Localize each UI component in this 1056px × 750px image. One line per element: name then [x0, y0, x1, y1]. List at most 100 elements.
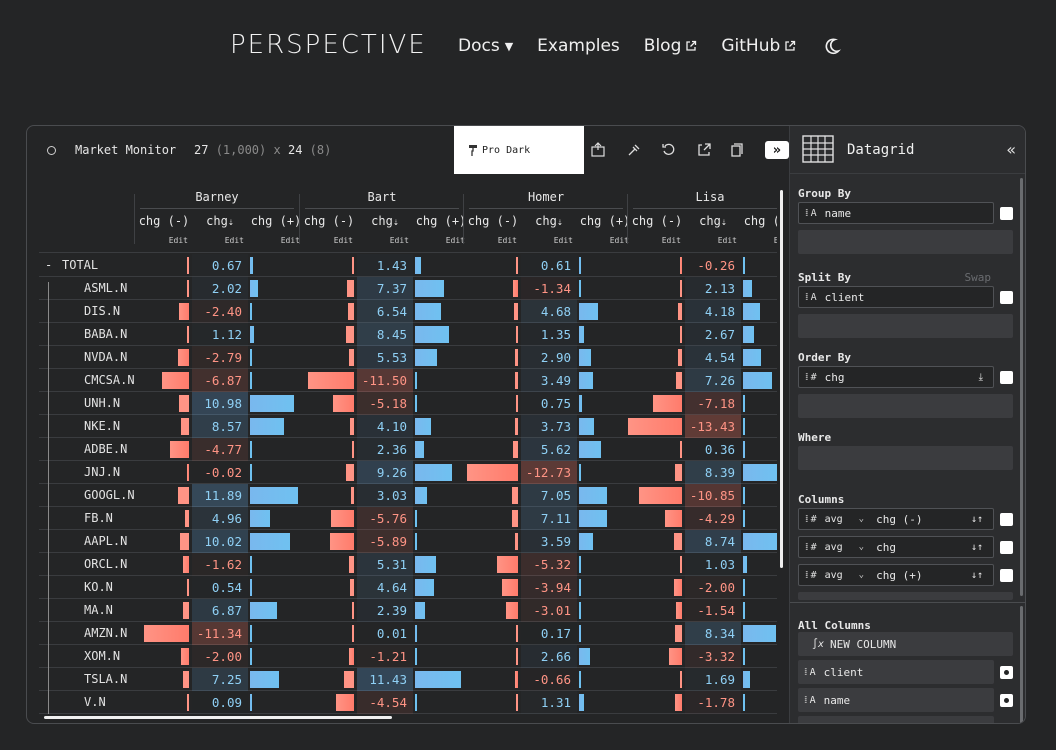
column-header[interactable]: chg⇣ — [371, 214, 399, 228]
split-by-dropzone[interactable] — [798, 314, 1013, 338]
order-by-dropzone[interactable] — [798, 394, 1013, 418]
export-icon[interactable] — [590, 142, 606, 158]
drag-handle-icon[interactable]: ⁞⁞ — [805, 371, 808, 383]
drag-handle-icon[interactable]: ⁞⁞ — [804, 666, 807, 678]
table-row[interactable]: GOOGL.N 11.89 3.03 7.05 -10.85 — [39, 484, 777, 507]
column-header[interactable]: chg (+) — [579, 214, 631, 228]
column-checkbox[interactable] — [1000, 569, 1013, 582]
order-by-pill[interactable]: ⁞⁞ # chg ⤓ — [798, 366, 994, 388]
sort-toggle-icon[interactable]: ↓↑ — [970, 513, 983, 525]
dark-mode-toggle[interactable] — [822, 36, 842, 56]
split-group-header[interactable]: Barney — [195, 190, 239, 204]
vertical-scrollbar[interactable] — [780, 190, 783, 568]
table-row[interactable]: AMZN.N -11.34 0.01 0.17 8.34 — [39, 622, 777, 645]
edit-column-button[interactable]: Edit — [717, 236, 737, 245]
chevron-down-icon[interactable]: ⌄ — [858, 542, 865, 552]
collapse-toggle-icon[interactable]: - — [45, 258, 53, 272]
column-pill[interactable]: ⁞⁞ # avg ⌄ chg ↓↑ — [798, 536, 994, 558]
datagrid[interactable]: Barney chg (-) Edit chg⇣ Edit chg (+) Edit Bart… — [39, 174, 777, 719]
copy-settings-icon[interactable] — [626, 142, 642, 158]
sort-desc-icon[interactable]: ⤓ — [978, 371, 983, 383]
edit-column-button[interactable]: Edit — [609, 236, 629, 245]
nav-blog[interactable]: Blog — [644, 36, 698, 56]
split-by-checkbox[interactable] — [1000, 291, 1013, 304]
table-row[interactable]: KO.N 0.54 4.64 -3.94 -2.00 — [39, 576, 777, 599]
inactive-column-pill[interactable]: ⁞⁞ A name — [798, 688, 994, 712]
close-panel-button[interactable]: « — [1006, 140, 1016, 159]
group-by-pill[interactable]: ⁞⁞ A name — [798, 202, 994, 224]
drag-handle-icon[interactable]: ⁞⁞ — [804, 694, 807, 706]
drag-handle-icon[interactable]: ⁞⁞ — [805, 541, 808, 553]
table-row[interactable]: DIS.N -2.40 6.54 4.68 4.18 — [39, 300, 777, 323]
nav-docs[interactable]: Docs ▼ — [458, 36, 513, 56]
table-row[interactable]: ASML.N 2.02 7.37 -1.34 2.13 — [39, 277, 777, 300]
sort-toggle-icon[interactable]: ↓↑ — [970, 541, 983, 553]
reset-icon[interactable] — [661, 142, 677, 158]
columns-dropzone[interactable] — [798, 592, 1013, 600]
edit-column-button[interactable]: Edit — [168, 236, 188, 245]
table-row[interactable]: JNJ.N -0.02 9.26 -12.73 8.39 — [39, 461, 777, 484]
aggregate-select[interactable]: avg — [824, 541, 843, 553]
edit-column-button[interactable]: Edit — [497, 236, 517, 245]
order-by-checkbox[interactable] — [1000, 371, 1013, 384]
edit-column-button[interactable]: Edit — [389, 236, 409, 245]
drag-handle-icon[interactable]: ⁞⁞ — [805, 569, 808, 581]
perspective-logo[interactable]: PERSPECTIVE — [230, 30, 427, 60]
inactive-column-checkbox[interactable] — [1000, 666, 1013, 679]
table-row[interactable]: BABA.N 1.12 8.45 1.35 2.67 — [39, 323, 777, 346]
table-row[interactable]: TSLA.N 7.25 11.43 -0.66 1.69 — [39, 668, 777, 691]
edit-column-button[interactable]: Edit — [741, 236, 777, 245]
column-pill[interactable]: ⁞⁞ # avg ⌄ chg (-) ↓↑ — [798, 508, 994, 530]
column-checkbox[interactable] — [1000, 541, 1013, 554]
total-row[interactable]: - TOTAL 0.67 1.43 0.61 -0.26 — [39, 254, 777, 277]
toggle-panel-button[interactable]: » — [765, 141, 789, 159]
panel-scrollbar[interactable] — [1020, 178, 1023, 596]
drag-handle-icon[interactable]: ⁞⁞ — [805, 513, 808, 525]
column-header[interactable]: chg⇣ — [699, 214, 727, 228]
split-group-header[interactable]: Bart — [367, 190, 397, 204]
edit-column-button[interactable]: Edit — [445, 236, 465, 245]
table-row[interactable]: AAPL.N 10.02 -5.89 3.59 8.74 — [39, 530, 777, 553]
drag-handle-icon[interactable]: ⁞⁞ — [805, 207, 808, 219]
viewer-title[interactable]: Market Monitor — [75, 143, 177, 157]
nav-github[interactable]: GitHub — [721, 36, 796, 56]
edit-column-button[interactable]: Edit — [333, 236, 353, 245]
chevron-down-icon[interactable]: ⌄ — [858, 570, 865, 580]
inactive-column-checkbox[interactable] — [1000, 694, 1013, 707]
split-by-pill[interactable]: ⁞⁞ A client — [798, 286, 994, 308]
table-row[interactable]: XOM.N -2.00 -1.21 2.66 -3.32 — [39, 645, 777, 668]
table-row[interactable]: NKE.N 8.57 4.10 3.73 -13.43 — [39, 415, 777, 438]
column-header[interactable]: chg (+) — [415, 214, 467, 228]
where-dropzone[interactable] — [798, 446, 1013, 470]
swap-button[interactable]: Swap — [964, 271, 992, 284]
column-header[interactable]: chg (+) — [250, 214, 302, 228]
table-row[interactable]: FB.N 4.96 -5.76 7.11 -4.29 — [39, 507, 777, 530]
datagrid-icon[interactable] — [802, 135, 834, 163]
drag-handle-icon[interactable]: ⁞⁞ — [805, 291, 808, 303]
aggregate-select[interactable]: avg — [824, 569, 843, 581]
aggregate-select[interactable]: avg — [824, 513, 843, 525]
new-column-button[interactable]: ∫x NEW COLUMN — [798, 632, 1013, 656]
table-row[interactable]: MA.N 6.87 2.39 -3.01 -1.54 — [39, 599, 777, 622]
duplicate-icon[interactable] — [729, 142, 745, 158]
column-header[interactable]: chg (-) — [303, 214, 355, 228]
column-pill[interactable]: ⁞⁞ # avg ⌄ chg (+) ↓↑ — [798, 564, 994, 586]
sort-toggle-icon[interactable]: ↓↑ — [970, 569, 983, 581]
column-header[interactable]: chg⇣ — [535, 214, 563, 228]
group-by-checkbox[interactable] — [1000, 207, 1013, 220]
split-group-header[interactable]: Homer — [527, 190, 565, 204]
inactive-column-pill[interactable] — [798, 716, 994, 723]
table-row[interactable]: ORCL.N -1.62 5.31 -5.32 1.03 — [39, 553, 777, 576]
table-row[interactable]: ADBE.N -4.77 2.36 5.62 0.36 — [39, 438, 777, 461]
open-external-icon[interactable] — [696, 142, 712, 158]
group-by-dropzone[interactable] — [798, 230, 1013, 254]
table-row[interactable]: NVDA.N -2.79 5.53 2.90 4.54 — [39, 346, 777, 369]
column-checkbox[interactable] — [1000, 513, 1013, 526]
column-header[interactable]: chg⇣ — [206, 214, 234, 228]
edit-column-button[interactable]: Edit — [280, 236, 300, 245]
edit-column-button[interactable]: Edit — [553, 236, 573, 245]
inactive-column-pill[interactable]: ⁞⁞ A client — [798, 660, 994, 684]
nav-examples[interactable]: Examples — [537, 36, 620, 56]
column-header[interactable]: chg (+) — [743, 214, 777, 228]
column-header[interactable]: chg (-) — [631, 214, 683, 228]
